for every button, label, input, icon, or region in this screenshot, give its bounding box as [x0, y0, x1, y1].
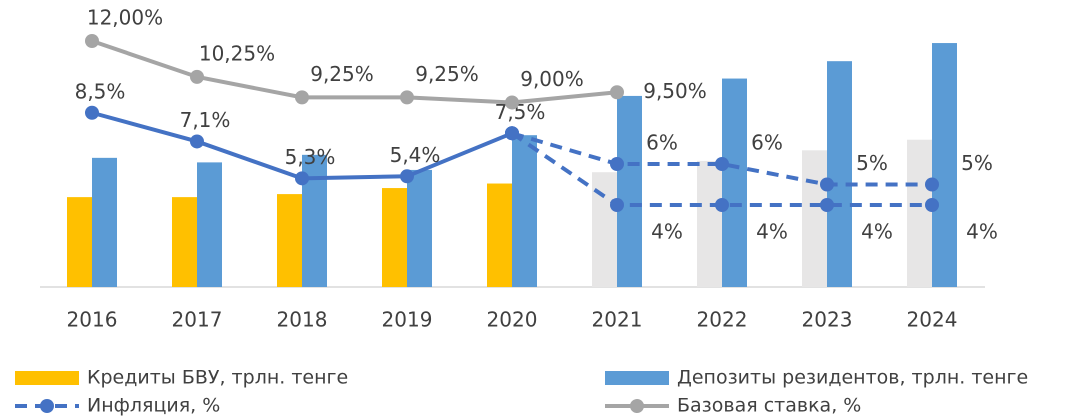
- legend-swatch: [630, 399, 644, 413]
- bar: [907, 139, 932, 287]
- marker: [400, 90, 414, 105]
- line: [91, 39, 618, 105]
- marker: [925, 198, 939, 212]
- bar: [802, 150, 827, 287]
- bar: [277, 194, 302, 287]
- bar: [697, 160, 722, 287]
- bar: [407, 169, 432, 287]
- bar: [92, 157, 117, 287]
- legend-swatch: [605, 371, 669, 385]
- x-tick-label: 2022: [697, 308, 748, 332]
- bar: [197, 162, 222, 287]
- x-tick-label: 2018: [277, 308, 328, 332]
- marker: [610, 85, 624, 100]
- legend-label: Базовая ставка, %: [677, 395, 861, 417]
- legend-label: Инфляция, %: [87, 395, 220, 417]
- data-label: 4%: [861, 220, 893, 244]
- marker: [85, 34, 99, 48]
- marker: [715, 198, 729, 212]
- marker: [190, 69, 204, 84]
- line: [510, 131, 932, 207]
- data-label: 12,00%: [87, 6, 163, 30]
- data-label: 9,25%: [310, 62, 374, 86]
- data-label: 4%: [966, 220, 998, 244]
- bar: [932, 43, 957, 287]
- bar: [827, 61, 852, 287]
- x-tick-label: 2016: [67, 308, 118, 332]
- marker: [820, 177, 834, 192]
- bar: [617, 95, 642, 287]
- data-label: 5,3%: [285, 145, 336, 169]
- data-label: 10,25%: [199, 41, 275, 65]
- data-label: 8,5%: [75, 79, 126, 103]
- marker: [925, 177, 939, 192]
- bar: [382, 188, 407, 287]
- marker: [610, 198, 624, 212]
- data-label: 5%: [961, 151, 993, 175]
- marker: [610, 157, 624, 171]
- marker: [820, 198, 834, 212]
- marker: [190, 134, 204, 149]
- marker: [400, 169, 414, 184]
- marker: [295, 90, 309, 105]
- marker: [295, 171, 309, 186]
- data-label: 5,4%: [390, 143, 441, 167]
- legend-swatch: [40, 399, 54, 413]
- legend-label: Депозиты резидентов, трлн. тенге: [677, 367, 1028, 389]
- x-tick-label: 2021: [592, 308, 643, 332]
- x-tick-label: 2023: [802, 308, 853, 332]
- data-label: 9,00%: [520, 67, 584, 91]
- x-tick-label: 2017: [172, 308, 223, 332]
- data-label: 7,1%: [180, 108, 231, 132]
- x-tick-label: 2024: [907, 308, 958, 332]
- marker: [505, 126, 519, 141]
- data-label: 5%: [856, 151, 888, 175]
- x-tick-label: 2019: [382, 308, 433, 332]
- data-label: 9,25%: [415, 62, 479, 86]
- data-label: 6%: [751, 131, 783, 155]
- bar: [172, 197, 197, 287]
- marker: [715, 157, 729, 171]
- legend-swatch: [15, 371, 79, 385]
- bar: [67, 197, 92, 287]
- marker: [505, 95, 519, 110]
- data-label: 9,50%: [643, 79, 707, 103]
- legend-label: Кредиты БВУ, трлн. тенге: [87, 367, 348, 389]
- marker: [85, 105, 99, 120]
- data-label: 4%: [756, 220, 788, 244]
- data-label: 4%: [651, 220, 683, 244]
- x-tick-label: 2020: [487, 308, 538, 332]
- bar: [487, 183, 512, 287]
- bar: [722, 78, 747, 288]
- bar: [512, 135, 537, 287]
- data-label: 6%: [646, 131, 678, 155]
